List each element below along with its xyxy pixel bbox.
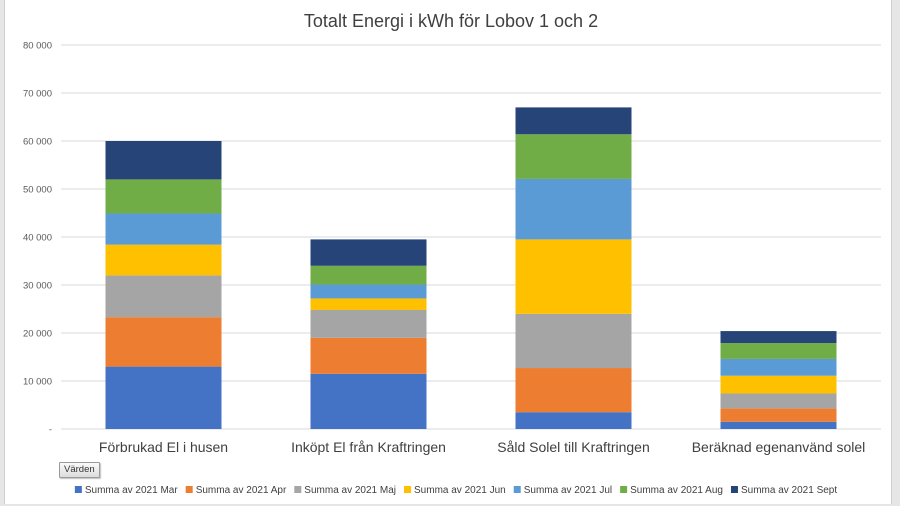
legend-label: Summa av 2021 Maj — [304, 485, 396, 496]
bar-segment — [515, 134, 632, 179]
legend: Summa av 2021 Mar Summa av 2021 Apr Summa … — [74, 485, 837, 496]
bars — [105, 107, 837, 429]
bar-segment — [105, 366, 222, 429]
legend-item: Summa av 2021 Mar — [74, 485, 178, 496]
legend-swatch — [74, 486, 82, 493]
legend-swatch — [513, 486, 521, 493]
bar-segment — [105, 141, 222, 180]
bar-segment — [105, 275, 222, 318]
stacked-bar-chart: Totalt Energi i kWh för Lobov 1 och 2 - 1… — [23, 11, 881, 496]
legend-swatch — [294, 486, 302, 493]
bar-segment — [515, 412, 632, 429]
y-tick-label: 20 000 — [23, 329, 52, 340]
bar-segment — [105, 317, 222, 367]
bar-segment — [105, 244, 222, 276]
y-tick-label: 80 000 — [23, 41, 52, 52]
bar-segment — [515, 368, 632, 413]
legend-item: Summa av 2021 Jun — [404, 485, 506, 496]
bar-segment — [105, 213, 222, 245]
legend-label: Summa av 2021 Apr — [196, 485, 287, 496]
bar-segment — [310, 337, 427, 374]
category-label: Inköpt El från Kraftringen — [291, 439, 446, 455]
bar-segment — [310, 284, 427, 299]
category-label: Förbrukad El i husen — [99, 439, 228, 455]
legend-swatch — [404, 486, 412, 493]
chart-area: Totalt Energi i kWh för Lobov 1 och 2 - 1… — [4, 0, 892, 504]
bar-segment — [720, 343, 837, 359]
bar-segment — [720, 408, 837, 422]
bar-segment — [720, 375, 837, 394]
bar-segment — [720, 393, 837, 409]
legend-item: Summa av 2021 Jul — [513, 485, 612, 496]
legend-item: Summa av 2021 Aug — [620, 485, 723, 496]
bar-segment — [515, 107, 632, 135]
legend-item: Summa av 2021 Maj — [294, 485, 396, 496]
y-tick-label: 40 000 — [23, 233, 52, 244]
bar-segment — [310, 309, 427, 338]
legend-swatch — [730, 486, 738, 493]
legend-label: Summa av 2021 Aug — [630, 485, 723, 496]
legend-swatch — [185, 486, 193, 493]
y-axis-ticks: - 10 000 20 000 30 000 40 000 50 000 60 000 70 … — [23, 41, 52, 436]
legend-item: Summa av 2021 Apr — [185, 485, 287, 496]
category-label: Beräknad egenanvänd solel — [692, 439, 866, 455]
bar-segment — [310, 239, 427, 266]
y-tick-label: 60 000 — [23, 137, 52, 148]
bar-segment — [720, 331, 837, 344]
bar-segment — [310, 265, 427, 285]
legend-label: Summa av 2021 Mar — [85, 485, 178, 496]
bar-segment — [720, 358, 837, 376]
category-label: Såld Solel till Kraftringen — [497, 439, 650, 455]
y-tick-label: 50 000 — [23, 185, 52, 196]
category-labels: Förbrukad El i husen Inköpt El från Kraft… — [99, 439, 865, 455]
y-tick-label: 10 000 — [23, 377, 52, 388]
legend-label: Summa av 2021 Jul — [524, 485, 612, 496]
chart-title: Totalt Energi i kWh för Lobov 1 och 2 — [304, 11, 598, 31]
values-field-button[interactable]: Värden — [59, 462, 100, 478]
bar-segment — [720, 421, 837, 429]
bar-segment — [310, 373, 427, 429]
legend-label: Summa av 2021 Jun — [414, 485, 506, 496]
legend-swatch — [620, 486, 628, 493]
bar-segment — [515, 239, 632, 314]
bar-segment — [515, 178, 632, 240]
legend-label: Summa av 2021 Sept — [741, 485, 837, 496]
legend-item: Summa av 2021 Sept — [730, 485, 837, 496]
bar-segment — [310, 298, 427, 310]
bar-segment — [105, 179, 222, 214]
y-tick-label: - — [49, 425, 52, 436]
y-tick-label: 30 000 — [23, 281, 52, 292]
y-tick-label: 70 000 — [23, 89, 52, 100]
bar-segment — [515, 313, 632, 369]
